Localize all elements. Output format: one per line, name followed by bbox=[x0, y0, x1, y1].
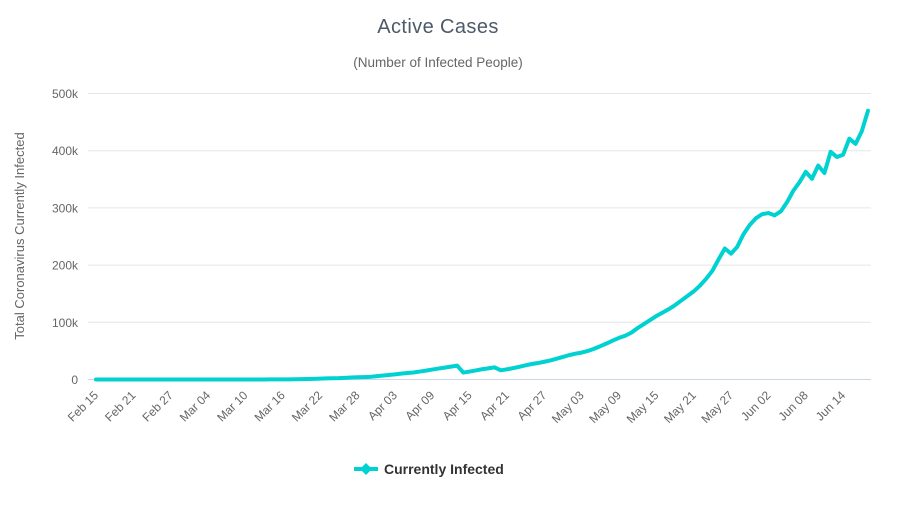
y-axis-title: Total Coronavirus Currently Infected bbox=[12, 132, 27, 339]
x-axis-label: Mar 16 bbox=[252, 388, 289, 425]
y-axis-labels-group: 0 100k 200k 300k 400k 500k bbox=[52, 87, 79, 387]
x-axis-label: Mar 10 bbox=[214, 388, 251, 425]
x-axis-label: Apr 03 bbox=[365, 388, 400, 423]
y-axis-label: 100k bbox=[52, 316, 79, 330]
x-axis-label: Apr 27 bbox=[514, 388, 549, 423]
x-axis-labels-group: Feb 15 Feb 21 Feb 27 Mar 04 Mar 10 Mar 16 Mar … bbox=[65, 388, 849, 426]
x-axis-label: Jun 02 bbox=[738, 388, 774, 424]
x-axis-label: May 15 bbox=[624, 388, 662, 426]
x-axis-label: May 09 bbox=[586, 388, 624, 426]
x-axis-label: May 03 bbox=[549, 388, 587, 426]
x-axis-label: Jun 08 bbox=[775, 388, 811, 424]
chart-title: Active Cases bbox=[377, 16, 499, 38]
x-axis-label: May 21 bbox=[661, 388, 699, 426]
series-group bbox=[94, 108, 870, 382]
x-axis-label: Jun 14 bbox=[813, 388, 849, 424]
x-axis-label: Mar 04 bbox=[177, 388, 214, 425]
series-line-currently-infected[interactable] bbox=[94, 108, 870, 382]
x-axis-label: Feb 15 bbox=[65, 388, 102, 425]
chart-subtitle: (Number of Infected People) bbox=[353, 55, 523, 70]
y-axis-label: 200k bbox=[52, 259, 79, 273]
x-axis-label: May 27 bbox=[698, 388, 736, 426]
x-axis-label: Apr 09 bbox=[402, 388, 437, 423]
x-axis-label: Feb 21 bbox=[102, 388, 139, 425]
x-axis-label: Apr 21 bbox=[477, 388, 512, 423]
x-axis-label: Mar 22 bbox=[289, 388, 326, 425]
y-axis-label: 300k bbox=[52, 201, 79, 215]
y-axis-label: 0 bbox=[71, 373, 78, 387]
x-axis-label: Apr 15 bbox=[440, 388, 475, 423]
x-axis-label: Mar 28 bbox=[326, 388, 363, 425]
legend-diamond-marker-icon bbox=[360, 463, 372, 475]
x-axis-label: Feb 27 bbox=[140, 388, 177, 425]
gridlines-group bbox=[88, 93, 871, 380]
legend-item-currently-infected[interactable]: Currently Infected bbox=[354, 461, 504, 477]
y-axis-label: 400k bbox=[52, 144, 79, 158]
y-axis-label: 500k bbox=[52, 87, 79, 101]
legend-label: Currently Infected bbox=[384, 461, 504, 477]
